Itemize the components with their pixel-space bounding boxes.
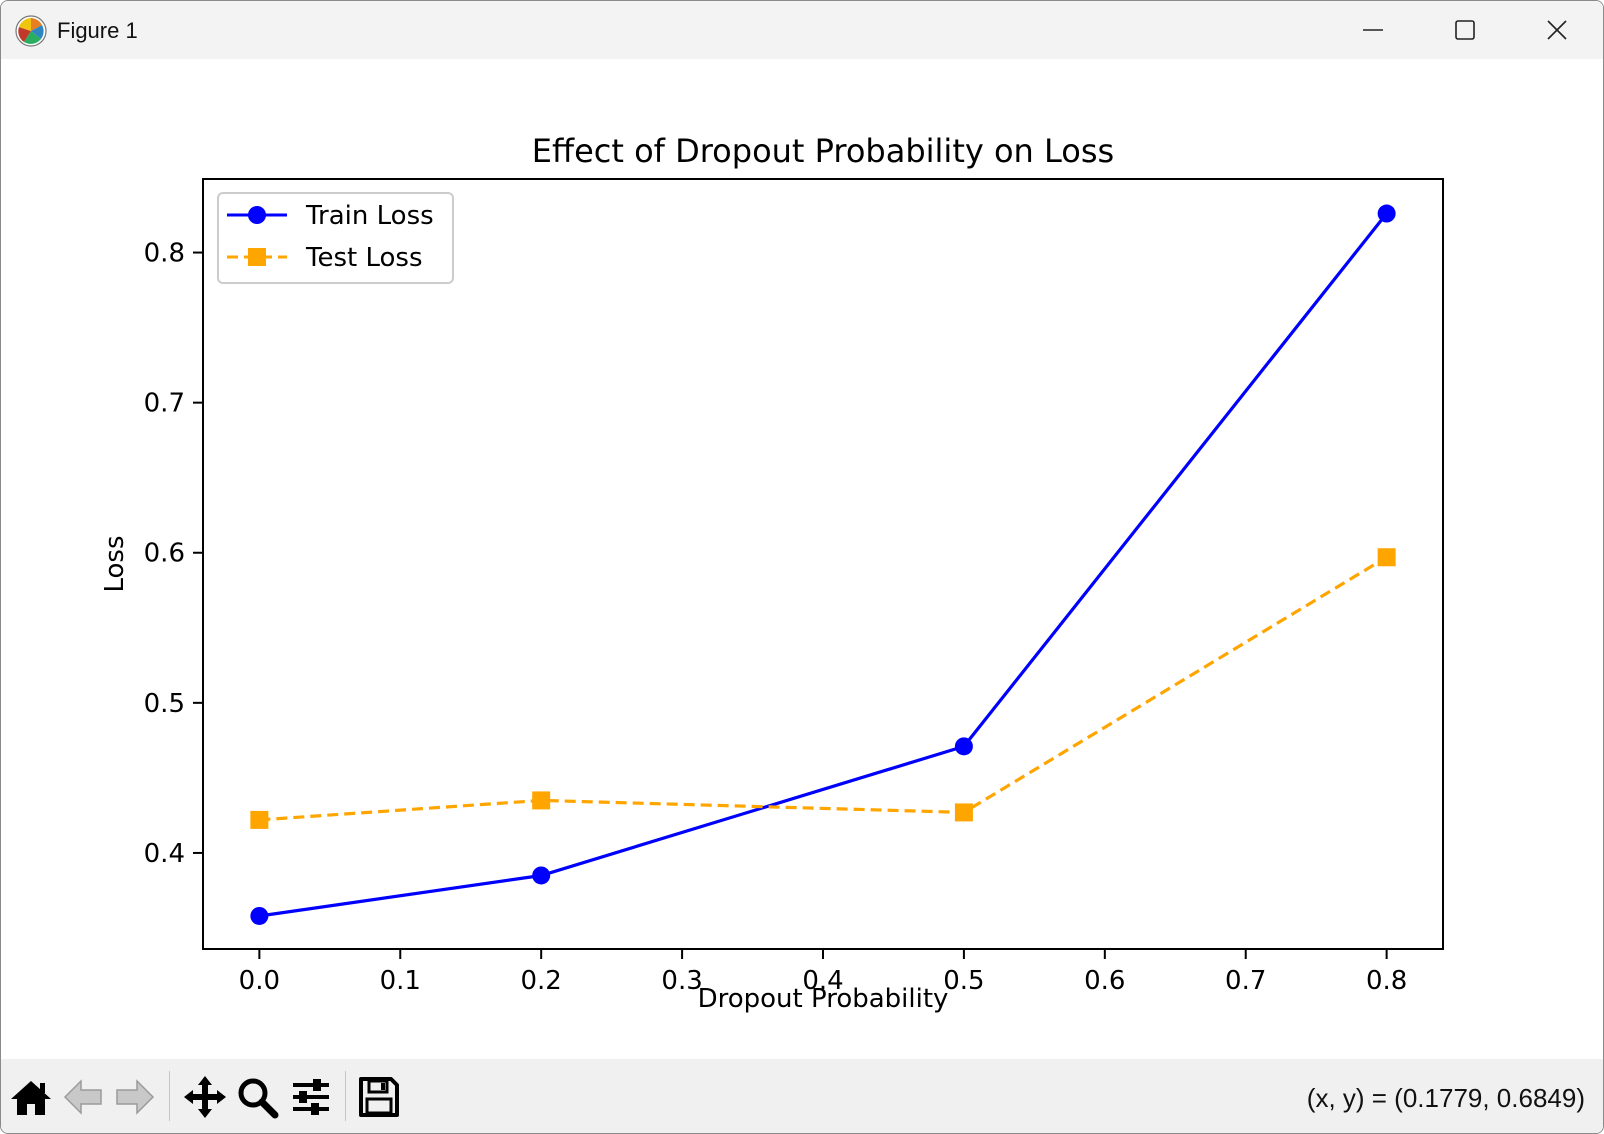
x-tick-label: 0.5 — [943, 966, 984, 996]
train-loss-point — [954, 737, 973, 756]
matplotlib-logo-icon — [15, 15, 47, 47]
cursor-coordinates: (x, y) = (0.1779, 0.6849) — [1306, 1083, 1585, 1113]
series-line-1 — [259, 555, 1388, 822]
figure-canvas[interactable]: Effect of Dropout Probability on Loss 0.… — [1, 59, 1603, 1059]
series-line-0 — [259, 212, 1388, 918]
y-tick-label: 0.4 — [144, 839, 185, 869]
back-button[interactable] — [57, 1071, 109, 1123]
x-tick-label: 0.1 — [380, 966, 421, 996]
close-icon — [1547, 20, 1567, 40]
zoom-button[interactable] — [231, 1071, 283, 1123]
y-tick-label: 0.6 — [144, 539, 185, 569]
test-loss-point — [532, 791, 551, 810]
x-tick-label: 0.8 — [1366, 966, 1407, 996]
title-bar: Figure 1 — [1, 1, 1603, 59]
x-tick-label: 0.3 — [661, 966, 702, 996]
zoom-icon — [238, 1078, 279, 1119]
save-button[interactable] — [353, 1071, 405, 1123]
test-loss-point — [1377, 548, 1396, 567]
toolbar-separator — [169, 1071, 170, 1121]
x-tick-label: 0.0 — [239, 966, 280, 996]
maximize-button[interactable] — [1419, 1, 1511, 59]
y-tick-label: 0.8 — [144, 239, 185, 269]
test-loss-point — [250, 810, 269, 829]
y-axis-label: Loss — [100, 535, 130, 592]
y-tick-label: 0.5 — [144, 689, 185, 719]
legend-test-label: Test Loss — [305, 243, 423, 273]
x-axis-label: Dropout Probability — [698, 984, 949, 1014]
forward-button[interactable] — [109, 1071, 161, 1123]
train-loss-point — [532, 866, 551, 885]
x-tick-label: 0.2 — [521, 966, 562, 996]
minimize-icon — [1363, 29, 1383, 31]
maximize-icon — [1455, 20, 1475, 40]
home-button[interactable] — [5, 1071, 57, 1123]
y-tick-label: 0.7 — [144, 389, 185, 419]
forward-icon — [116, 1079, 155, 1115]
legend-train-label: Train Loss — [305, 201, 434, 231]
configure-subplots-button[interactable] — [285, 1071, 337, 1123]
save-icon — [359, 1077, 399, 1117]
toolbar-separator — [345, 1071, 346, 1121]
test-loss-point — [954, 803, 973, 822]
train-loss-point — [250, 906, 269, 925]
x-tick-label: 0.7 — [1225, 966, 1266, 996]
pan-icon — [184, 1076, 226, 1118]
back-icon — [63, 1079, 102, 1115]
legend-test-marker — [248, 248, 266, 266]
line-chart[interactable]: Effect of Dropout Probability on Loss 0.… — [1, 59, 1603, 1059]
chart-title: Effect of Dropout Probability on Loss — [532, 132, 1114, 170]
minimize-button[interactable] — [1327, 1, 1419, 59]
x-tick-label: 0.6 — [1084, 966, 1125, 996]
pan-button[interactable] — [179, 1071, 231, 1123]
train-loss-point — [1377, 204, 1396, 223]
close-button[interactable] — [1511, 1, 1603, 59]
home-icon — [11, 1081, 51, 1115]
navigation-toolbar: (x, y) = (0.1779, 0.6849) — [1, 1059, 1603, 1133]
legend: Train Loss Test Loss — [217, 192, 454, 284]
window-title: Figure 1 — [57, 18, 138, 43]
configure-icon — [293, 1079, 329, 1115]
plot-frame — [202, 178, 1444, 950]
x-tick-label: 0.4 — [802, 966, 843, 996]
legend-train-marker — [248, 206, 266, 224]
